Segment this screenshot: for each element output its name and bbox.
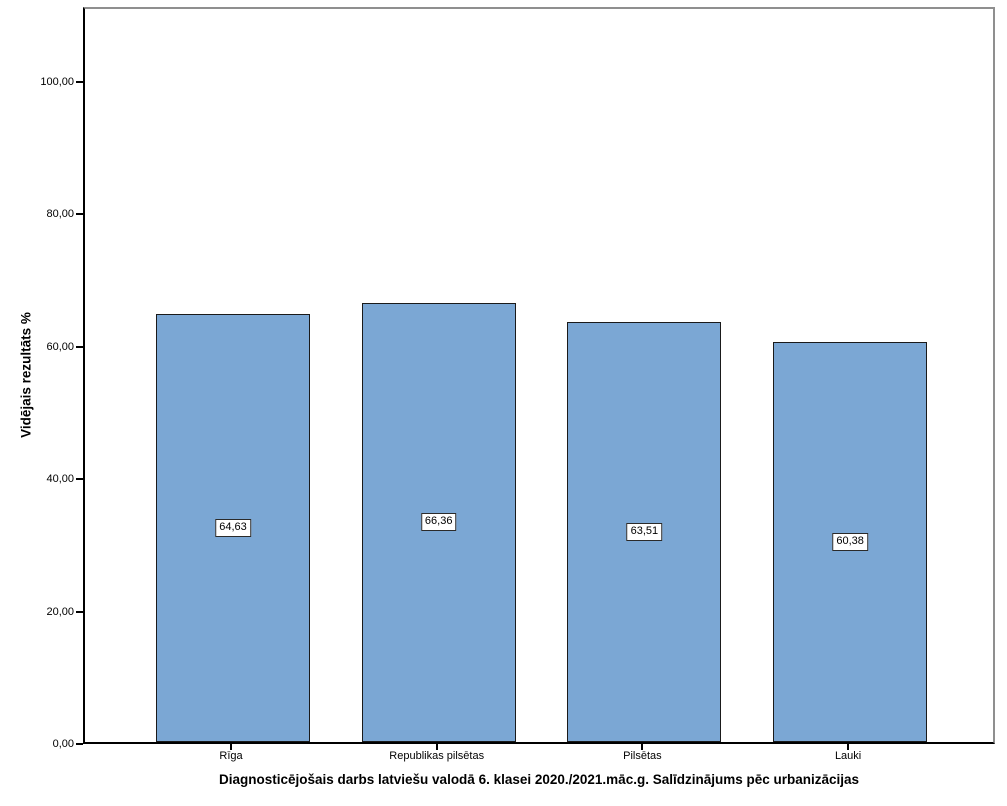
x-tick [641,744,644,750]
y-tick-label: 0,00 [52,738,74,750]
bar: 66,36 [361,302,516,742]
x-tick [847,744,850,750]
y-tick [76,610,83,613]
bar: 64,63 [156,314,310,742]
y-tick-label: 60,00 [46,340,74,353]
y-axis-title: Vidējais rezultāts % [18,312,34,438]
bar-value-label: 66,36 [420,513,457,532]
y-tick [76,213,83,216]
chart-title: Diagnosticējošais darbs latviešu valodā … [218,772,860,787]
y-tick-label: 20,00 [46,605,74,618]
x-category-label: Republikas pilsētas [389,750,485,762]
y-tick [76,743,83,745]
plot-area: 64,63 66,36 63,51 60,38 [83,7,995,744]
bar: 60,38 [773,342,928,742]
bar: 63,51 [567,321,722,742]
bar-value-label: 63,51 [626,522,663,541]
y-tick [76,345,83,348]
y-tick-label: 80,00 [46,208,74,221]
x-tick [435,744,438,750]
x-category-label: Rīga [219,750,243,762]
y-tick-label: 100,00 [40,76,74,88]
y-tick-label: 40,00 [46,473,74,486]
bar-value-label: 60,38 [832,533,868,552]
y-tick [76,81,83,83]
x-category-label: Pilsētas [623,750,662,762]
x-tick [230,744,232,750]
y-tick [76,478,83,481]
x-category-label: Lauki [834,750,862,762]
bar-value-label: 64,63 [215,519,251,538]
